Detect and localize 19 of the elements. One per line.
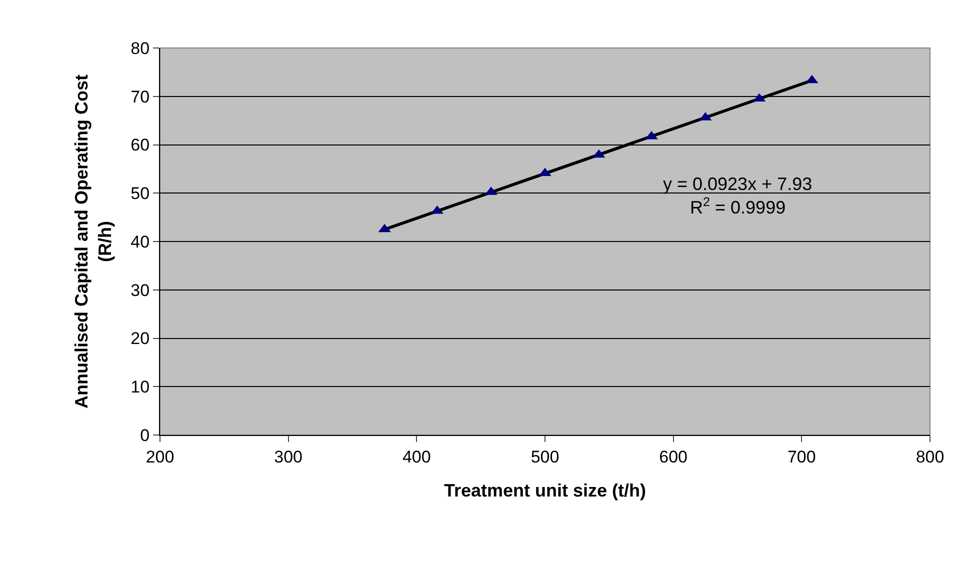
y-tick-label: 50 xyxy=(130,184,150,204)
y-tick-label: 60 xyxy=(130,136,150,155)
x-tick-label: 500 xyxy=(530,447,560,466)
x-axis-title: Treatment unit size (t/h) xyxy=(444,480,646,500)
x-tick-label: 600 xyxy=(659,447,688,466)
x-tick-label: 700 xyxy=(787,447,816,466)
y-tick-label: 20 xyxy=(130,329,150,348)
y-tick-label: 30 xyxy=(130,280,150,300)
y-tick-label: 40 xyxy=(130,232,150,252)
x-tick-label: 200 xyxy=(146,447,174,466)
y-tick-label: 70 xyxy=(130,87,150,106)
y-tick-label: 80 xyxy=(130,38,150,58)
y-tick-label: 10 xyxy=(130,378,150,397)
x-tick-label: 300 xyxy=(274,447,303,466)
y-tick-label: 0 xyxy=(140,426,150,445)
annotation: R$^{2}$ = 0.9999 xyxy=(690,195,786,218)
x-tick-label: 800 xyxy=(916,447,944,466)
x-tick-label: 400 xyxy=(402,447,431,466)
y-axis-title: Annualised Capital and Operating Cost (R/h) xyxy=(71,74,115,409)
